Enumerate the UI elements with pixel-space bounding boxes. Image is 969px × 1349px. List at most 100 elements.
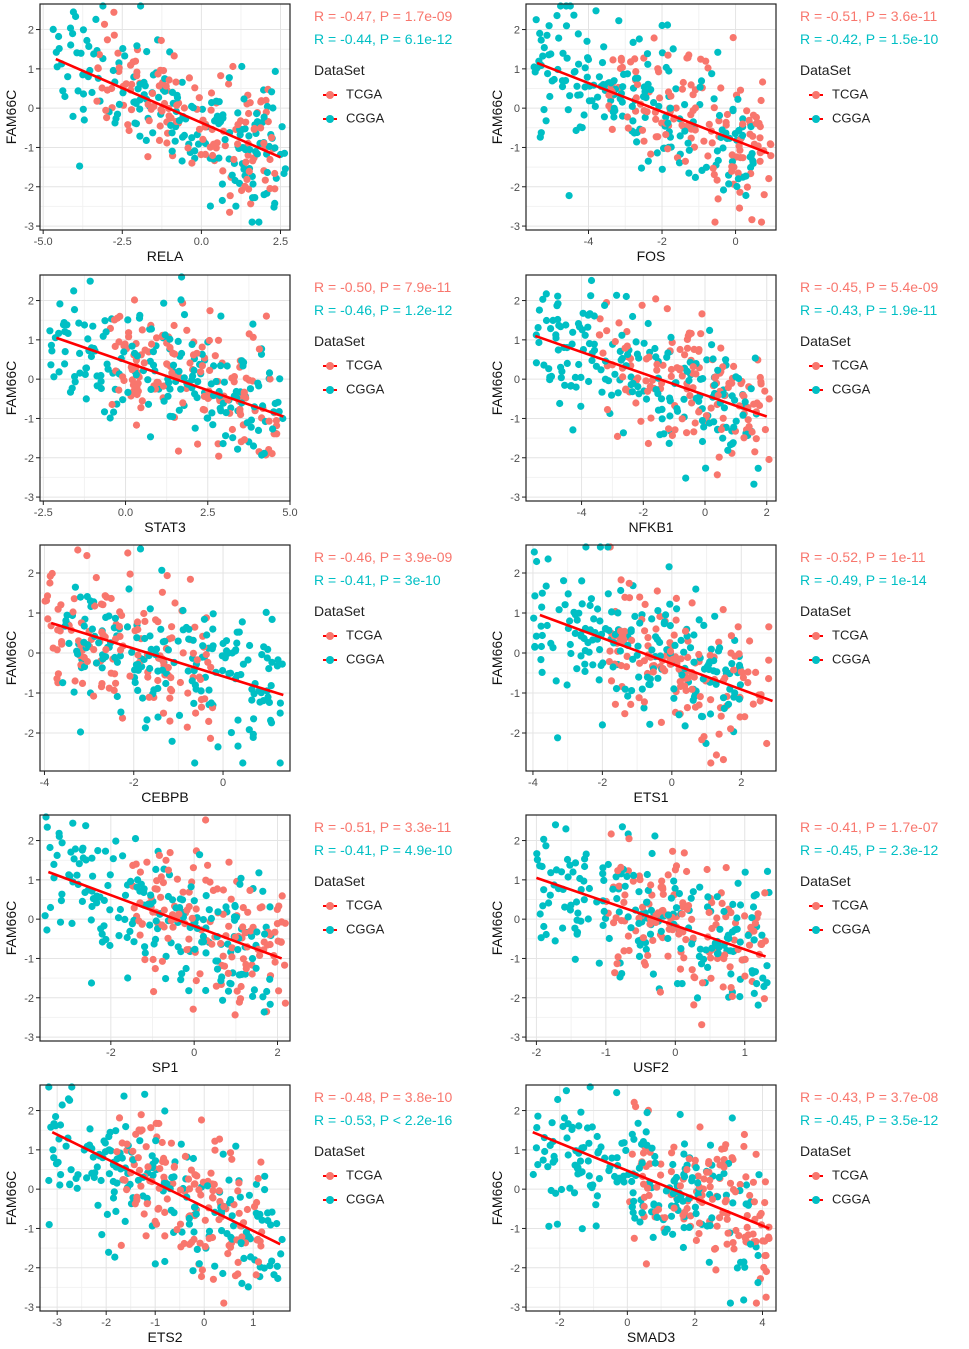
tcga-point bbox=[668, 1149, 676, 1157]
tcga-point bbox=[713, 176, 721, 184]
tcga-point bbox=[162, 82, 170, 90]
cgga-point bbox=[750, 936, 758, 944]
cgga-point bbox=[702, 464, 710, 472]
cgga-point bbox=[83, 1174, 91, 1182]
cgga-point bbox=[733, 182, 741, 191]
cgga-point bbox=[245, 132, 253, 140]
cgga-point bbox=[607, 79, 615, 87]
tcga-point bbox=[224, 1250, 232, 1258]
cgga-point bbox=[109, 66, 117, 75]
legend-title: DataSet bbox=[800, 873, 851, 889]
tcga-point bbox=[116, 646, 125, 654]
cgga-point bbox=[598, 388, 606, 396]
tcga-point bbox=[257, 98, 265, 106]
legend-item-cgga: CGGA bbox=[808, 1191, 870, 1207]
cgga-point bbox=[168, 737, 176, 745]
cgga-point bbox=[214, 908, 222, 916]
cgga-point bbox=[569, 868, 577, 876]
cgga-point bbox=[121, 915, 129, 923]
cgga-point bbox=[174, 637, 182, 645]
cgga-point bbox=[715, 111, 724, 120]
cgga-point bbox=[627, 381, 635, 389]
tcga-point bbox=[121, 340, 129, 348]
cgga-point bbox=[246, 641, 254, 650]
tcga-point bbox=[642, 1260, 650, 1268]
legend-label: TCGA bbox=[832, 1167, 869, 1183]
cgga-point bbox=[554, 292, 562, 300]
cgga-point bbox=[628, 687, 636, 695]
cgga-point bbox=[753, 980, 761, 988]
x-tick-label: -5.0 bbox=[34, 236, 53, 248]
tcga-point bbox=[148, 340, 156, 348]
cgga-point bbox=[669, 1160, 677, 1169]
tcga-point bbox=[231, 933, 239, 941]
cgga-point bbox=[147, 325, 155, 333]
x-tick-label: -2 bbox=[106, 1047, 116, 1059]
tcga-point bbox=[692, 1236, 700, 1244]
tcga-point bbox=[235, 1209, 243, 1217]
cgga-point bbox=[666, 412, 674, 420]
cgga-point bbox=[584, 311, 592, 319]
cgga-point bbox=[735, 374, 743, 383]
cgga-point bbox=[634, 74, 642, 82]
cgga-point bbox=[71, 845, 79, 853]
cgga-point bbox=[740, 1296, 748, 1304]
cgga-point bbox=[592, 7, 600, 15]
y-tick-label: -1 bbox=[510, 413, 520, 425]
cgga-point bbox=[539, 295, 547, 303]
cgga-point bbox=[199, 916, 207, 924]
tcga-point bbox=[628, 1150, 636, 1158]
cgga-point bbox=[533, 850, 541, 858]
cgga-point bbox=[577, 373, 585, 381]
y-tick-label: 2 bbox=[28, 25, 34, 37]
cgga-point bbox=[109, 855, 117, 863]
tcga-point bbox=[225, 80, 233, 88]
tcga-point bbox=[765, 395, 773, 403]
cgga-point bbox=[629, 655, 637, 663]
tcga-point bbox=[752, 1150, 760, 1158]
tcga-point bbox=[664, 51, 672, 59]
cgga-point bbox=[551, 821, 560, 829]
cgga-point bbox=[182, 623, 190, 632]
tcga-point bbox=[684, 332, 692, 340]
cgga-point bbox=[265, 142, 273, 151]
tcga-point bbox=[147, 105, 155, 113]
cgga-point bbox=[267, 719, 276, 727]
tcga-point bbox=[164, 664, 172, 672]
tcga-point bbox=[719, 756, 727, 764]
tcga-point bbox=[123, 1186, 131, 1194]
cgga-point bbox=[111, 614, 119, 622]
tcga-point bbox=[640, 1193, 648, 1201]
tcga-point bbox=[166, 343, 174, 352]
cgga-point bbox=[202, 949, 210, 957]
tcga-point bbox=[735, 142, 743, 150]
cgga-point bbox=[703, 1222, 711, 1230]
cgga-point bbox=[637, 164, 646, 172]
tcga-point bbox=[681, 157, 689, 165]
tcga-point bbox=[620, 898, 628, 906]
y-tick-label: 0 bbox=[514, 374, 520, 386]
cgga-point bbox=[93, 892, 101, 900]
cgga-point bbox=[106, 906, 114, 914]
tcga-point bbox=[743, 183, 751, 191]
tcga-point bbox=[729, 34, 737, 42]
tcga-point bbox=[761, 426, 769, 434]
tcga-point bbox=[750, 400, 758, 408]
cgga-point bbox=[162, 975, 170, 983]
cgga-point bbox=[561, 903, 569, 911]
cgga-point bbox=[86, 277, 94, 285]
tcga-point bbox=[230, 378, 238, 386]
cgga-point bbox=[82, 856, 90, 864]
cgga-point bbox=[255, 869, 263, 877]
tcga-point bbox=[615, 882, 623, 890]
tcga-point bbox=[681, 351, 689, 359]
tcga-point bbox=[736, 86, 745, 94]
cgga-point bbox=[55, 368, 63, 376]
cgga-point bbox=[582, 850, 590, 858]
cgga-point bbox=[686, 644, 695, 652]
legend-key-icon bbox=[322, 358, 338, 374]
tcga-point bbox=[759, 78, 767, 86]
cgga-point bbox=[97, 371, 105, 380]
cgga-point bbox=[152, 645, 161, 653]
cgga-point bbox=[225, 1176, 233, 1184]
